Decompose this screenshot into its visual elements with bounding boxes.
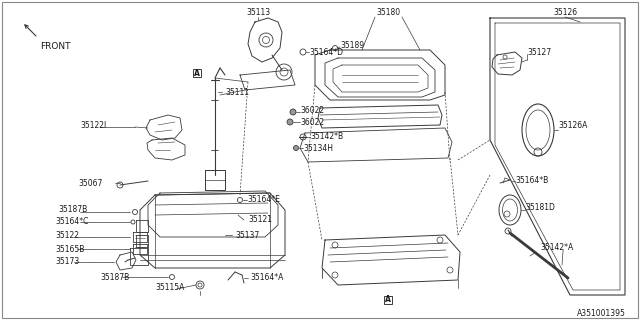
Circle shape (287, 119, 293, 125)
Text: 35134H: 35134H (303, 143, 333, 153)
Text: A: A (385, 295, 391, 305)
Text: FRONT: FRONT (40, 42, 70, 51)
Bar (384, 296, 392, 304)
Text: 35067: 35067 (78, 179, 102, 188)
Bar (193, 69, 201, 77)
Text: 35189: 35189 (340, 41, 364, 50)
Text: 36022: 36022 (300, 106, 324, 115)
Text: 35187B: 35187B (58, 205, 87, 214)
Text: 35164*D: 35164*D (309, 47, 343, 57)
Text: 36022: 36022 (300, 117, 324, 126)
Text: 35164*B: 35164*B (515, 175, 548, 185)
Text: 35126A: 35126A (558, 121, 588, 130)
Text: A351001395: A351001395 (577, 308, 626, 317)
Text: 35115A: 35115A (155, 284, 184, 292)
Text: 35187B: 35187B (100, 273, 129, 282)
Text: 35173: 35173 (55, 258, 79, 267)
Circle shape (290, 109, 296, 115)
Text: 35181D: 35181D (525, 204, 555, 212)
Text: 35111: 35111 (225, 87, 249, 97)
Text: 35180: 35180 (376, 7, 400, 17)
Text: 35127: 35127 (527, 47, 551, 57)
Text: 35164*E: 35164*E (247, 196, 280, 204)
Text: 35164*A: 35164*A (250, 274, 284, 283)
Text: 35164*C: 35164*C (55, 218, 88, 227)
Text: 35142*A: 35142*A (540, 244, 573, 252)
Text: 35142*B: 35142*B (310, 132, 343, 140)
Text: 35122I: 35122I (80, 121, 106, 130)
Text: 35121: 35121 (248, 215, 272, 225)
Text: 35137: 35137 (235, 230, 259, 239)
Text: A: A (194, 68, 200, 77)
Text: 35113: 35113 (246, 7, 270, 17)
Text: 35122: 35122 (55, 230, 79, 239)
Text: 35126: 35126 (553, 7, 577, 17)
Circle shape (294, 146, 298, 150)
Text: 35165B: 35165B (55, 244, 84, 253)
